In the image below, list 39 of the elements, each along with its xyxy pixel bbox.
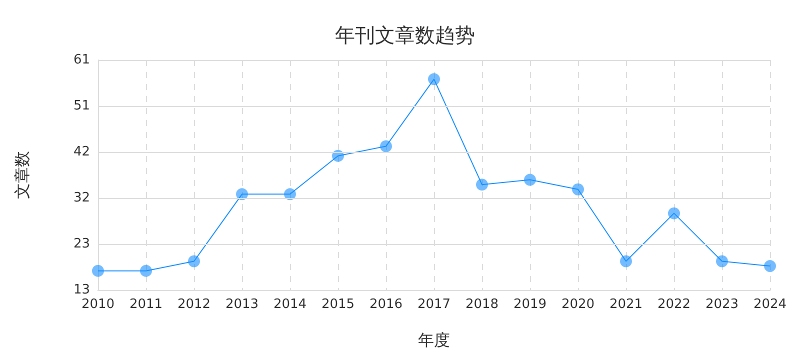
x-tick-label: 2011 [129, 297, 163, 312]
y-axis-title: 文章数 [12, 151, 32, 199]
x-tick-label: 2016 [369, 297, 403, 312]
point [620, 255, 632, 268]
point [572, 183, 584, 196]
point [764, 260, 776, 272]
y-tick-label: 32 [73, 190, 90, 206]
point [668, 207, 680, 220]
point [92, 264, 104, 277]
y-tick-label: 42 [73, 144, 90, 160]
y-tick-label: 13 [73, 282, 90, 298]
chart-title: 年刊文章数趋势 [335, 23, 475, 47]
point [332, 150, 344, 162]
point [188, 255, 200, 268]
x-tick-label: 2019 [513, 297, 547, 312]
x-tick-label: 2020 [561, 297, 595, 312]
x-tick-label: 2024 [753, 297, 787, 312]
point [140, 264, 152, 277]
point [716, 255, 728, 268]
x-tick-label: 2015 [321, 297, 355, 312]
point [284, 188, 296, 200]
x-tick-label: 2010 [81, 297, 115, 312]
point [428, 73, 440, 86]
y-tick-label: 61 [73, 52, 90, 68]
x-tick-label: 2023 [705, 297, 739, 312]
x-axis-title: 年度 [418, 330, 450, 350]
point [236, 188, 248, 200]
x-tick-label: 2017 [417, 297, 451, 312]
point [524, 174, 536, 186]
x-tick-label: 2014 [273, 297, 307, 312]
x-tick-label: 2021 [609, 297, 643, 312]
point [476, 178, 488, 191]
point [380, 140, 392, 152]
y-tick-label: 23 [73, 236, 90, 252]
x-tick-label: 2018 [465, 297, 499, 312]
x-tick-label: 2022 [657, 297, 691, 312]
x-tick-label: 2013 [225, 297, 259, 312]
x-tick-label: 2012 [177, 297, 211, 312]
y-tick-label: 51 [73, 98, 90, 114]
